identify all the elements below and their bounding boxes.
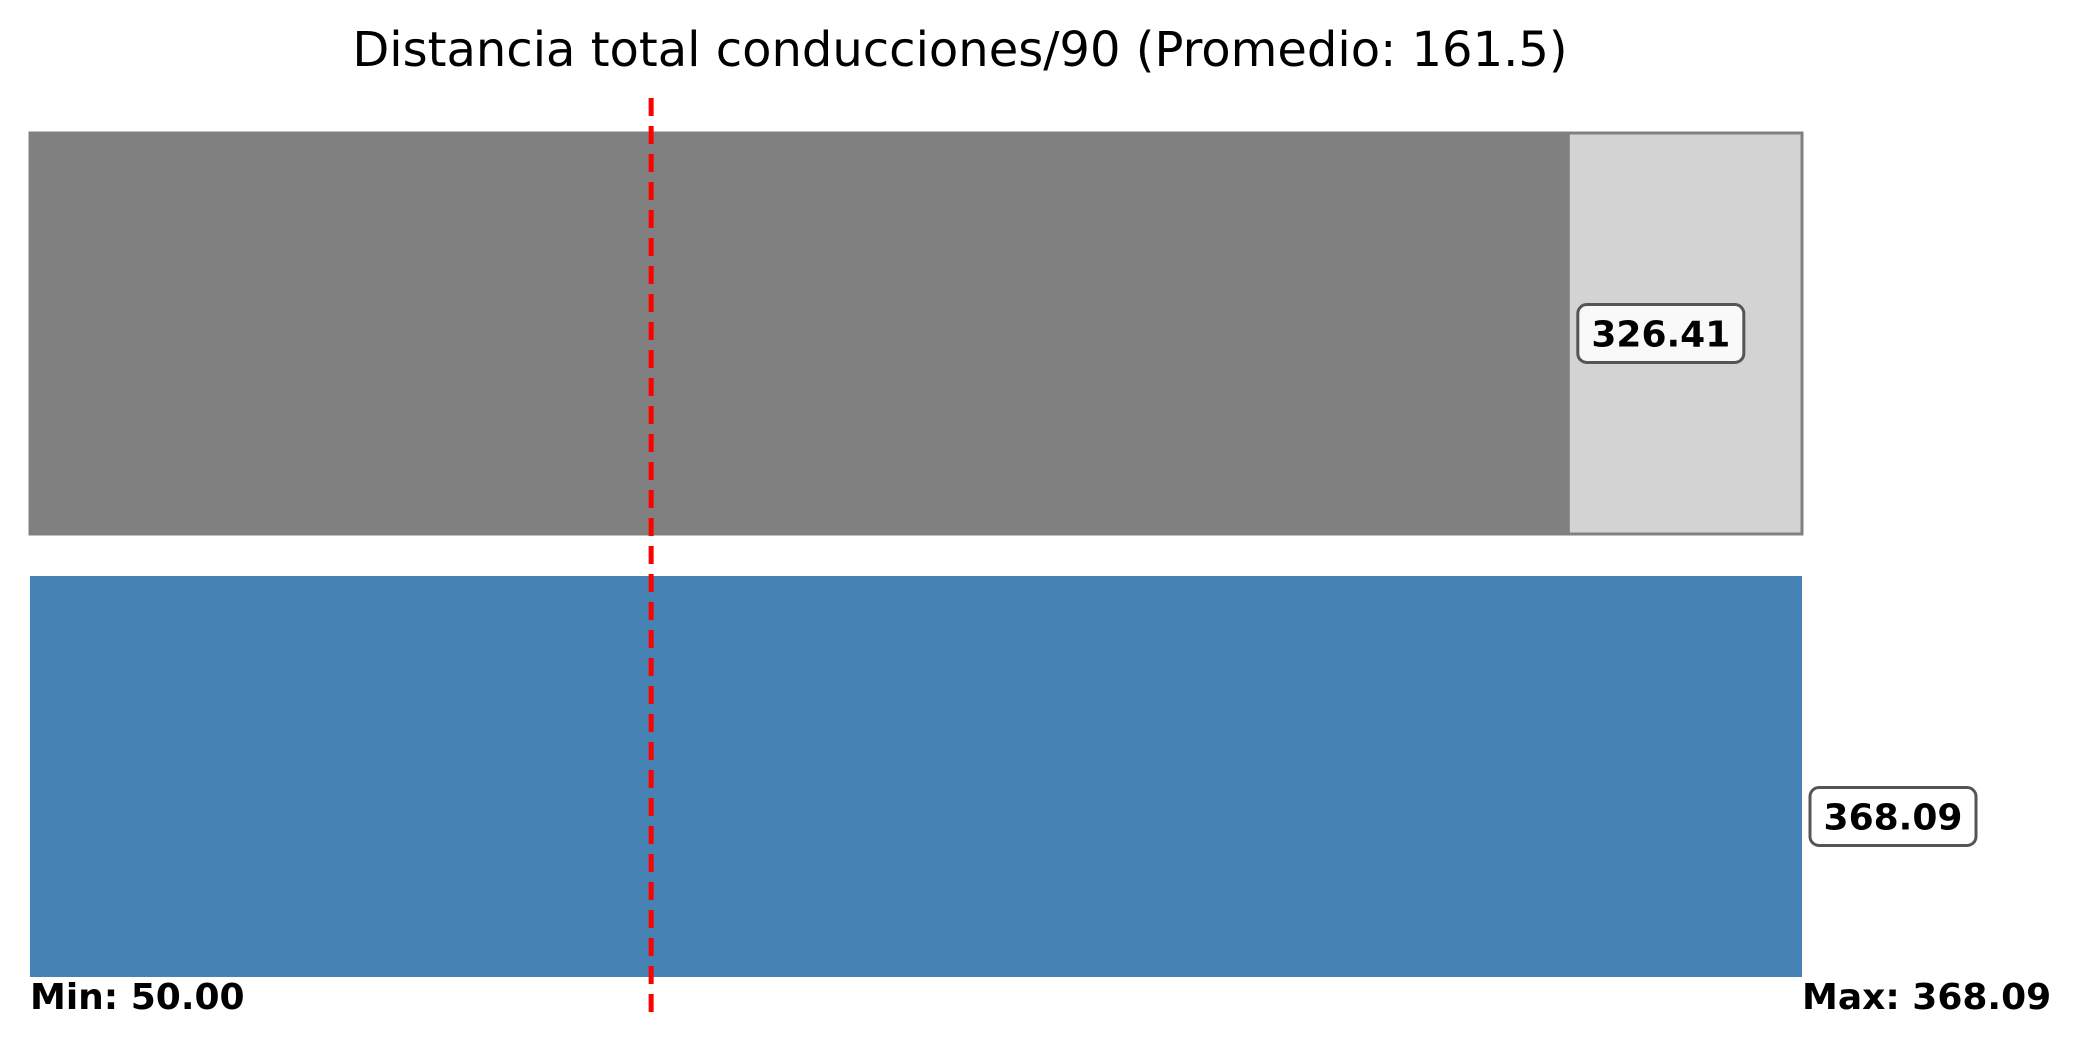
value-labels-layer: 326.41 368.09 [1576, 303, 1978, 847]
max-label: Max: 368.09 [1802, 977, 2051, 1018]
min-label: Min: 50.00 [30, 977, 245, 1018]
chart-title: Distancia total conducciones/90 (Promedi… [352, 22, 1567, 78]
value-label-box-0 [1576, 303, 1746, 364]
bars-layer [28, 131, 1804, 977]
bar-0 [30, 133, 1570, 534]
bar-1 [30, 576, 1802, 977]
value-label-1: 368.09 [1824, 798, 1963, 839]
value-label-0: 326.41 [1591, 315, 1730, 356]
value-label-box-1 [1808, 786, 1978, 847]
